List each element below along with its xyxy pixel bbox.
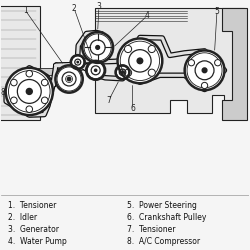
Polygon shape xyxy=(30,68,56,83)
Circle shape xyxy=(82,32,113,63)
Circle shape xyxy=(94,69,97,71)
Text: 2: 2 xyxy=(72,4,76,13)
Circle shape xyxy=(148,46,155,52)
Circle shape xyxy=(67,77,71,81)
Circle shape xyxy=(26,70,32,77)
Circle shape xyxy=(42,79,48,86)
Circle shape xyxy=(42,97,48,103)
Text: 1.  Tensioner: 1. Tensioner xyxy=(8,201,56,210)
Circle shape xyxy=(122,72,123,73)
Text: 2.  Idler: 2. Idler xyxy=(8,213,37,222)
Text: 8: 8 xyxy=(1,88,6,97)
Text: 3.  Generator: 3. Generator xyxy=(8,225,59,234)
Text: 6: 6 xyxy=(130,104,135,113)
Circle shape xyxy=(188,60,194,66)
FancyBboxPatch shape xyxy=(0,6,40,120)
Text: 1: 1 xyxy=(23,6,28,15)
Circle shape xyxy=(148,69,155,76)
Circle shape xyxy=(10,97,17,103)
Text: 7.  Tensioner: 7. Tensioner xyxy=(128,225,176,234)
Circle shape xyxy=(124,46,132,52)
Text: 5.  Power Steering: 5. Power Steering xyxy=(128,201,197,210)
Circle shape xyxy=(26,106,32,112)
Circle shape xyxy=(116,65,130,79)
Circle shape xyxy=(124,69,132,76)
Circle shape xyxy=(214,60,221,66)
Text: 4: 4 xyxy=(145,11,150,20)
Text: 4.  Water Pump: 4. Water Pump xyxy=(8,237,67,246)
Circle shape xyxy=(118,38,162,83)
Polygon shape xyxy=(222,8,247,120)
Text: 3: 3 xyxy=(96,2,101,12)
Text: 8.  A/C Compressor: 8. A/C Compressor xyxy=(128,237,200,246)
Circle shape xyxy=(202,82,208,89)
Circle shape xyxy=(202,68,207,73)
Circle shape xyxy=(137,58,143,64)
Circle shape xyxy=(77,61,78,63)
Circle shape xyxy=(71,55,85,69)
Circle shape xyxy=(6,68,53,115)
Circle shape xyxy=(26,88,32,94)
Circle shape xyxy=(56,65,83,93)
Text: 7: 7 xyxy=(106,96,111,105)
Circle shape xyxy=(86,61,105,80)
Polygon shape xyxy=(95,8,244,113)
Text: 5: 5 xyxy=(214,7,220,16)
Circle shape xyxy=(10,79,17,86)
Circle shape xyxy=(185,50,224,90)
Circle shape xyxy=(96,46,100,49)
Text: 6.  Crankshaft Pulley: 6. Crankshaft Pulley xyxy=(128,213,207,222)
